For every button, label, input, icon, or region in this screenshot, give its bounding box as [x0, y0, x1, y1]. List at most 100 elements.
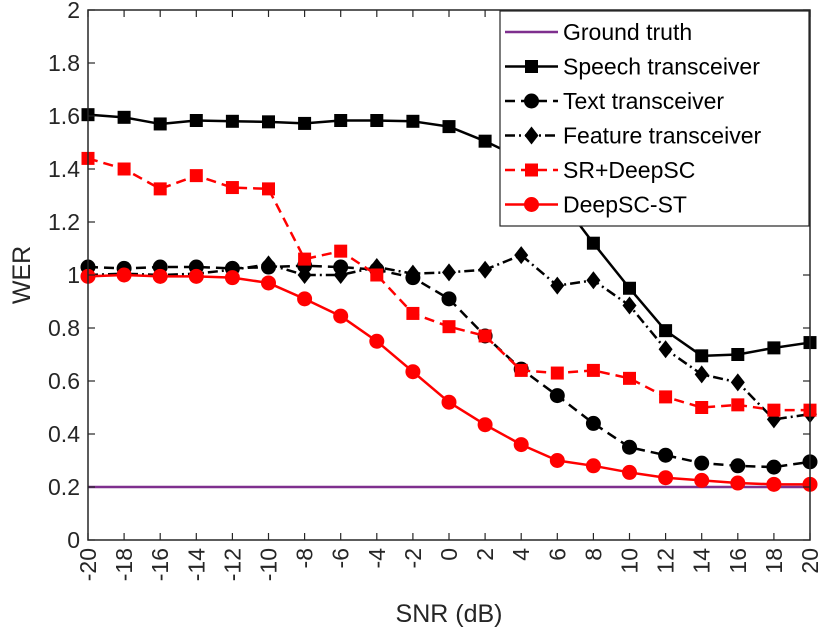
series-deepsc-st-marker: [369, 333, 385, 349]
series-feature-transceiver-marker: [405, 264, 420, 283]
series-sr-deepsc-marker: [334, 244, 348, 258]
series-text-transceiver-marker: [441, 291, 457, 307]
series-text-transceiver-marker: [730, 458, 746, 474]
legend-text-transceiver-label: Text transceiver: [563, 88, 724, 114]
series-sr-deepsc-marker: [767, 403, 781, 417]
x-tick-label: 14: [689, 548, 715, 574]
series-deepsc-st-marker: [622, 464, 637, 480]
x-tick-label: 10: [617, 548, 643, 574]
series-speech-transceiver-marker: [225, 114, 239, 128]
x-tick-label: -12: [219, 548, 245, 581]
series-speech-transceiver-marker: [442, 120, 456, 134]
series-deepsc-st-marker: [261, 275, 276, 291]
series-sr-deepsc-marker: [225, 181, 239, 195]
series-speech-transceiver-marker: [370, 114, 384, 128]
series-sr-deepsc-marker: [586, 363, 600, 377]
legend: Ground truth Speech transceiver Text trans…: [499, 10, 810, 227]
series-speech-transceiver-marker: [478, 134, 492, 148]
series-deepsc-st-marker: [694, 472, 710, 488]
series-speech-transceiver-marker: [262, 115, 275, 129]
series-speech-transceiver-marker: [406, 114, 420, 128]
legend-text-transceiver-marker: [524, 93, 539, 109]
series-speech-transceiver-marker: [153, 117, 167, 131]
series-sr-deepsc-marker: [262, 182, 275, 196]
series-text-transceiver-marker: [549, 388, 565, 404]
series-feature-transceiver-marker: [478, 260, 493, 279]
x-tick-label: 20: [797, 548, 823, 574]
series-feature-transceiver-marker: [694, 365, 709, 384]
legend-speech-transceiver-label: Speech transceiver: [563, 54, 760, 80]
x-tick-label: -2: [400, 548, 426, 568]
series-text-transceiver-line: [87, 264, 811, 469]
x-tick-label: 6: [544, 548, 570, 561]
legend-feature-transceiver-marker: [524, 126, 539, 145]
x-tick-label: -14: [183, 548, 209, 581]
series-feature-transceiver-marker: [261, 255, 276, 274]
y-tick-label: 0.2: [48, 474, 80, 500]
series-deepsc-st-marker: [333, 308, 349, 324]
x-tick-label: 18: [761, 548, 787, 574]
x-tick-label: -18: [111, 548, 137, 581]
x-tick-label: 4: [508, 548, 534, 561]
series-text-transceiver-marker: [766, 459, 782, 475]
series-sr-deepsc-marker: [659, 390, 673, 404]
y-tick-label: 0.6: [48, 368, 80, 394]
x-axis-label: SNR (dB): [396, 600, 503, 628]
x-tick-label: 8: [580, 548, 606, 561]
series-feature-transceiver-marker: [622, 296, 637, 315]
series-text-transceiver-marker: [658, 447, 674, 463]
legend-deepsc-st-marker: [524, 197, 539, 212]
series-speech-transceiver-marker: [695, 349, 709, 363]
series-sr-deepsc-marker: [189, 169, 203, 183]
series-speech-transceiver-marker: [767, 341, 781, 355]
series-text-transceiver-marker: [585, 415, 601, 431]
x-tick-label: 16: [725, 548, 751, 574]
x-tick-label: 2: [472, 548, 498, 561]
series-speech-transceiver-marker: [731, 348, 745, 361]
series-speech-transceiver-marker: [623, 281, 636, 295]
legend-box: [499, 10, 810, 227]
series-feature-transceiver-marker: [297, 266, 312, 284]
legend-speech-transceiver-marker: [525, 60, 538, 73]
x-tick-label: -8: [292, 548, 318, 568]
series-deepsc-st-marker: [477, 417, 493, 433]
series-deepsc-st-marker: [513, 437, 529, 453]
series-sr-deepsc-marker: [298, 252, 312, 266]
series-text-transceiver-marker: [622, 439, 637, 455]
y-tick-label: 1.2: [48, 209, 80, 235]
series-deepsc-st-marker: [405, 364, 421, 380]
series-deepsc-st-marker: [585, 458, 601, 474]
series-feature-transceiver-marker: [333, 266, 348, 284]
x-tick-label: -10: [256, 548, 282, 581]
x-tick-label: -6: [328, 548, 354, 568]
y-axis-label: WER: [8, 246, 36, 304]
series-deepsc-st-marker: [549, 453, 565, 468]
series-speech-transceiver-marker: [189, 114, 203, 128]
series-sr-deepsc-marker: [514, 363, 528, 377]
legend-deepsc-st-label: DeepSC-ST: [563, 192, 687, 218]
x-tick-label: -16: [147, 548, 173, 581]
legend-sr-deepsc-marker: [525, 163, 538, 177]
series-feature-transceiver-marker: [550, 276, 565, 295]
y-tick-label: 1.8: [48, 50, 80, 76]
series-sr-deepsc-marker: [117, 162, 131, 176]
legend-feature-transceiver-label: Feature transceiver: [563, 123, 761, 149]
y-tick-label: 0.4: [48, 421, 80, 447]
series-feature-transceiver-marker: [658, 340, 673, 359]
series-sr-deepsc-marker: [153, 182, 167, 196]
series-sr-deepsc: [81, 151, 817, 417]
legend-ground-truth-label: Ground truth: [563, 19, 692, 45]
series-speech-transceiver-marker: [334, 114, 348, 128]
y-tick-label: 0: [67, 527, 80, 553]
series-deepsc-st-marker: [441, 394, 457, 410]
series-sr-deepsc-marker: [442, 320, 456, 334]
y-tick-label: 1: [67, 262, 80, 288]
x-tick-label: -4: [364, 548, 390, 569]
series-deepsc-st-marker: [224, 270, 240, 286]
series-deepsc-st-marker: [188, 268, 204, 284]
series-sr-deepsc-marker: [550, 366, 564, 380]
series-sr-deepsc-marker: [731, 398, 745, 412]
x-tick-label: 0: [436, 548, 462, 561]
series-deepsc-st-marker: [297, 291, 313, 307]
